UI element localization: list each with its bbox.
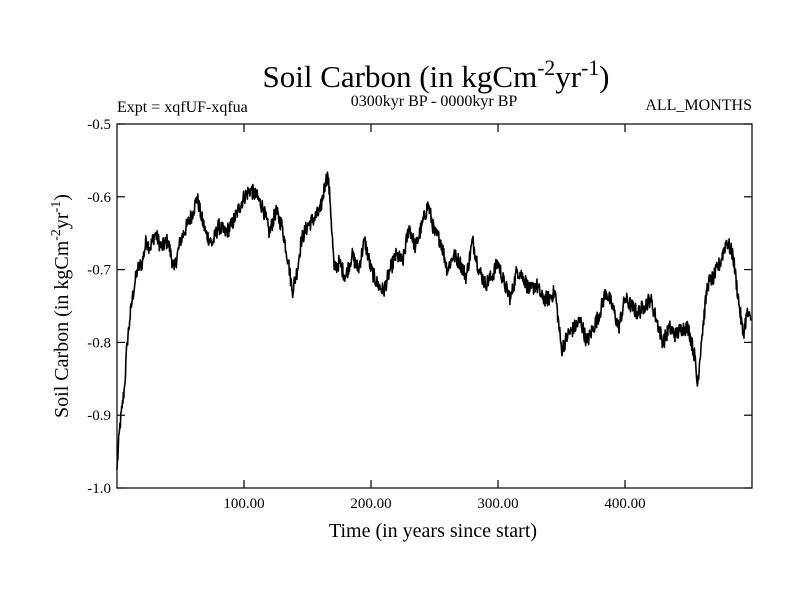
subtitle-experiment: Expt = xqfUF-xqfua — [117, 99, 248, 116]
x-tick-label: 300.00 — [477, 496, 518, 512]
y-tick-label: -0.6 — [87, 190, 111, 206]
subtitle-period: 0300kyr BP - 0000kyr BP — [351, 93, 518, 110]
x-axis-ticks: 100.00 200.00 300.00 400.00 — [223, 124, 646, 512]
y-axis-ticks: -0.5 -0.6 -0.7 -0.8 -0.9 -1.0 — [87, 117, 752, 497]
plot-frame — [116, 123, 753, 489]
x-tick-label: 100.00 — [223, 496, 264, 512]
subtitle-months: ALL_MONTHS — [645, 97, 752, 114]
y-tick-label: -0.5 — [87, 117, 111, 133]
series-line — [116, 171, 752, 470]
y-axis-label: Soil Carbon (in kgCm-2yr-1) — [49, 194, 73, 418]
x-tick-label: 400.00 — [604, 496, 645, 512]
y-tick-label: -0.7 — [87, 263, 111, 279]
y-tick-label: -1.0 — [87, 481, 111, 497]
y-tick-label: -0.8 — [87, 335, 111, 351]
x-tick-label: 200.00 — [350, 496, 391, 512]
chart-title: Soil Carbon (in kgCm-2yr-1) — [262, 56, 609, 94]
series-group — [116, 171, 752, 470]
y-tick-label: -0.9 — [87, 408, 111, 424]
x-axis-label: Time (in years since start) — [329, 520, 537, 542]
